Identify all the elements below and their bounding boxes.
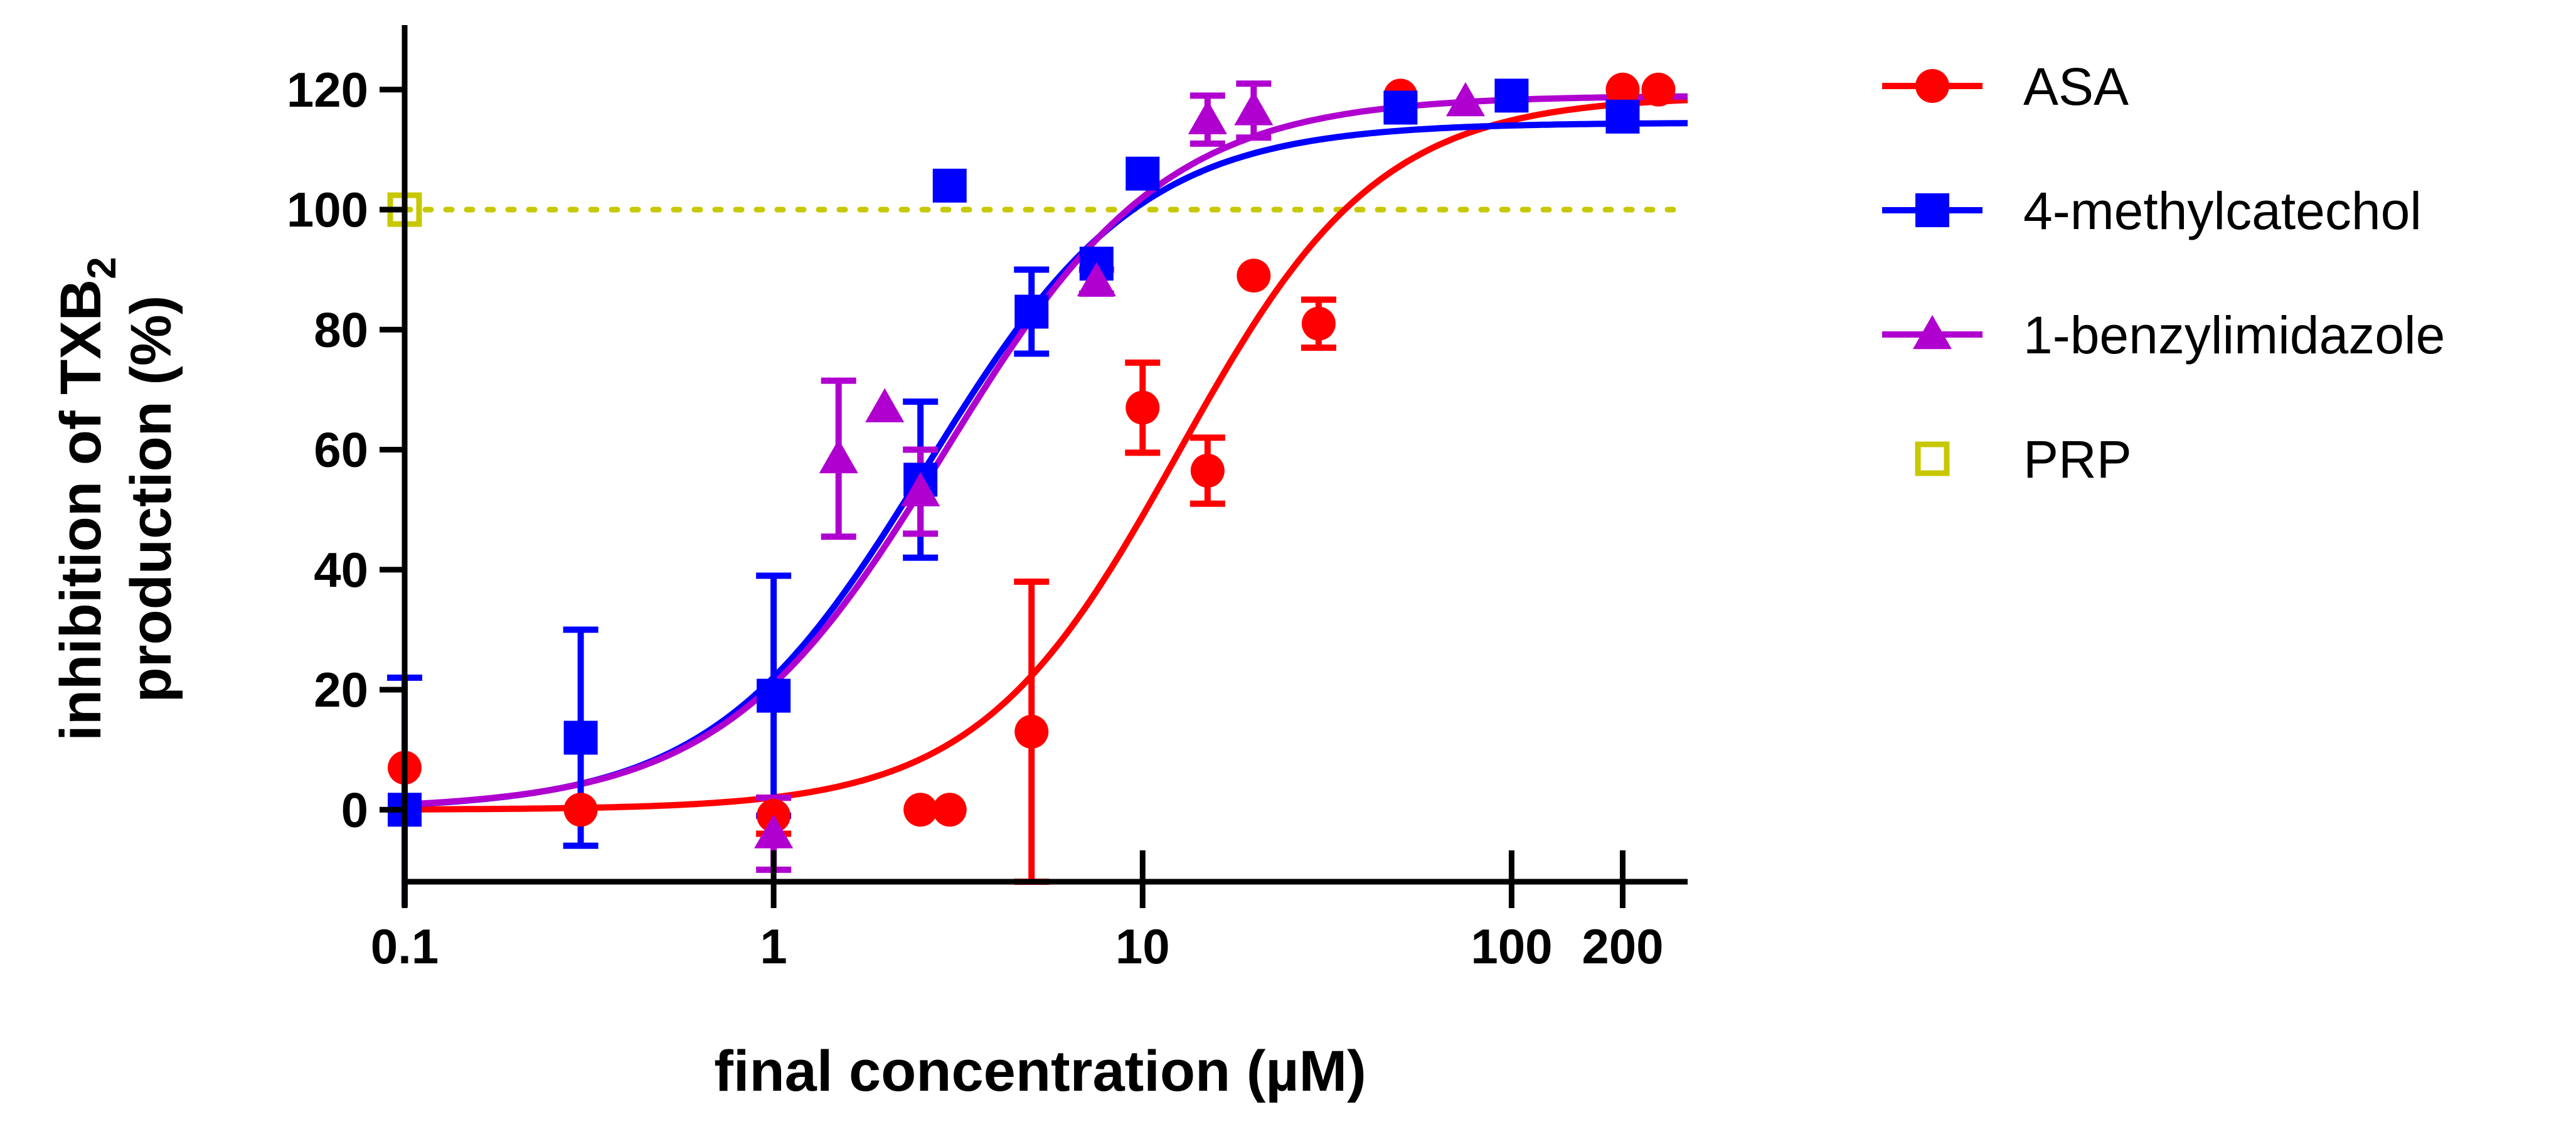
y-tick-label-2: 40 [314,542,368,597]
plot-area [387,72,1691,907]
legend-item-1: 4-methylcatechol [1882,181,2422,240]
x-tick-label-4: 200 [1582,919,1663,974]
legend-marker [1915,441,1950,476]
data-point-2-5 [1188,100,1227,134]
legend-label: PRP [2023,430,2132,489]
legend-item-0: ASA [1882,57,2129,116]
y-tick-label-1: 20 [314,662,368,717]
legend-item-2: 1-benzylimidazole [1882,306,2445,365]
y-tick-label-3: 60 [314,422,368,478]
fit-curve-2 [404,93,1688,808]
y-axis-title-line2: production (%) [119,296,183,703]
x-tick-label-1: 1 [760,919,787,974]
data-point-1-1 [563,720,598,755]
data-point-2-6 [1234,91,1274,126]
legend-marker [1915,69,1949,103]
legend-marker [1912,314,1952,350]
data-point-2-0 [754,814,794,848]
legend: ASA 4-methylcatechol 1-benzylimidazole PRP [1882,57,2445,489]
legend-label: 4-methylcatechol [2023,181,2422,240]
fit-curve-1 [404,120,1688,808]
data-point-0-7 [1190,454,1225,488]
data-point-1-8 [1383,90,1418,125]
legend-item-3: PRP [1915,430,2132,489]
legend-marker [1915,193,1949,227]
data-point-1-9 [1494,78,1529,113]
data-point-0-1 [563,793,598,827]
legend-label: ASA [2023,57,2129,116]
data-point-0-12 [1641,72,1676,107]
data-point-1-4 [932,168,967,203]
data-point-2-4 [1077,262,1116,297]
y-tick-label-0: 0 [341,782,368,837]
data-point-1-5 [1014,294,1049,329]
data-point-2-7 [1445,82,1485,117]
y-axis-title-subscript: 2 [79,257,124,279]
data-point-0-4 [932,793,967,827]
y-axis-title: inhibition of TXB2 production (%) [49,257,183,741]
data-point-0-3 [903,793,938,827]
fit-curve-0 [404,97,1688,813]
data-point-0-9 [1301,306,1336,341]
x-axis-title: final concentration (µM) [714,1039,1366,1103]
data-point-1-7 [1126,156,1160,191]
x-tick-label-0: 0.1 [371,919,439,974]
data-point-0-8 [1237,259,1271,293]
axes: 0 20 40 60 80 100 120 0.1 1 10 100 200 [287,25,1688,974]
data-point-1-2 [757,678,791,713]
svg-text:inhibition of TXB2: inhibition of TXB2 [49,257,124,741]
y-tick-label-5: 100 [287,182,368,237]
data-point-2-2 [865,388,905,422]
x-tick-label-2: 10 [1115,919,1170,974]
x-tick-label-3: 100 [1471,919,1552,974]
y-axis-title-line1: inhibition of TXB [49,279,113,741]
data-point-2-1 [819,439,858,474]
data-point-0-5 [1014,714,1049,749]
data-point-2-3 [901,472,940,506]
y-tick-label-6: 120 [287,62,368,117]
data-point-1-10 [1605,99,1640,134]
legend-label: 1-benzylimidazole [2023,306,2445,365]
data-point-0-11 [1605,72,1640,107]
data-point-0-6 [1126,390,1160,425]
y-tick-label-4: 80 [314,302,368,357]
